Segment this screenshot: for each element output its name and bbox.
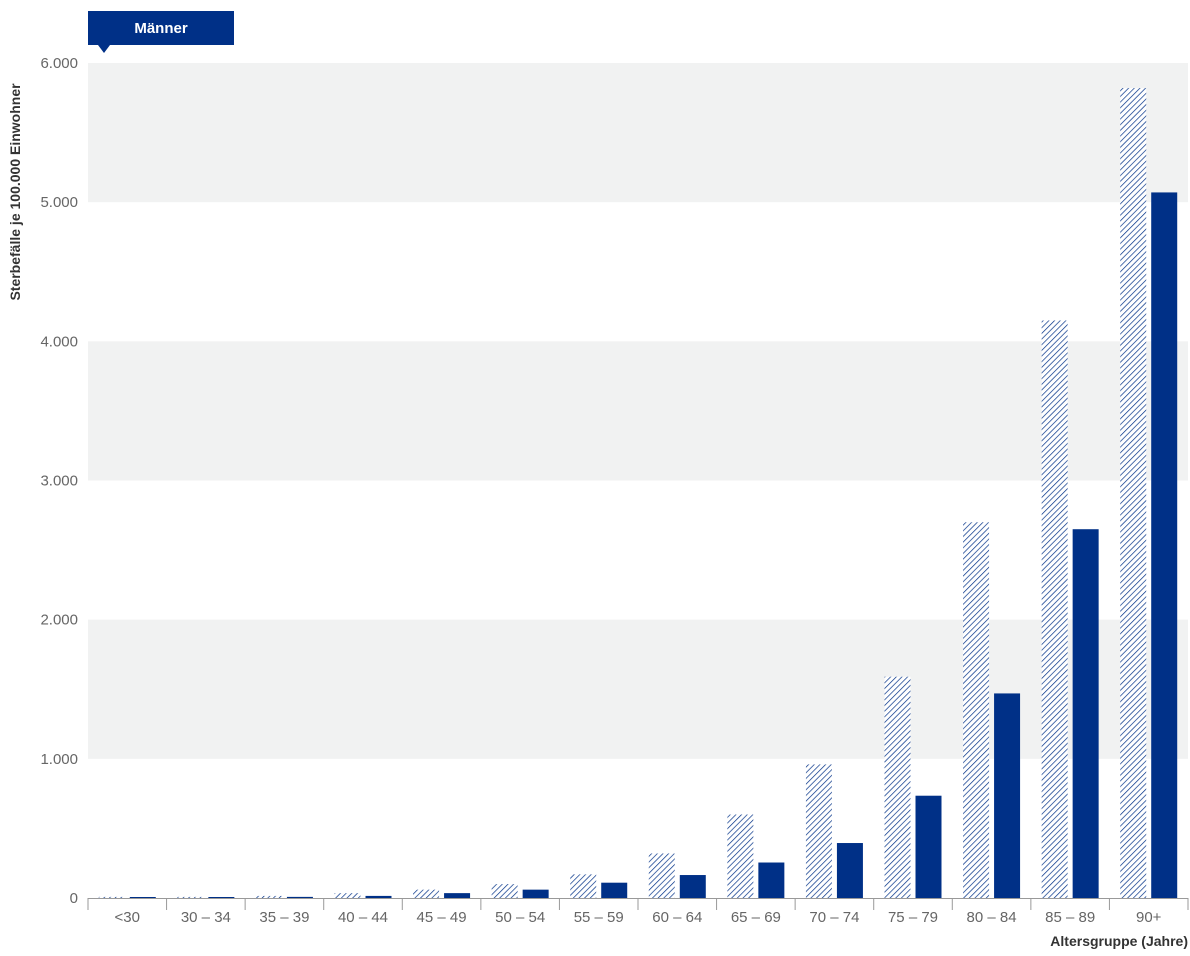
bar-solid [601, 882, 628, 898]
bar-hatched [963, 522, 990, 898]
bar-solid [1072, 529, 1099, 898]
tab-shape [88, 11, 234, 53]
bars [98, 88, 1178, 899]
bar-hatched [648, 853, 675, 898]
x-tick-label: 50 – 54 [495, 909, 545, 926]
bar-solid [286, 896, 313, 898]
bar-hatched [413, 889, 440, 898]
bar-hatched [727, 814, 754, 898]
x-tick-label: 40 – 44 [338, 909, 388, 926]
bar-solid [365, 895, 392, 898]
grid-bands [88, 63, 1188, 759]
x-tick-label: 75 – 79 [888, 909, 938, 926]
bar-solid [915, 795, 942, 898]
bar-hatched [884, 676, 911, 898]
y-tick-label: 5.000 [40, 194, 78, 211]
bar-solid [208, 897, 235, 898]
bar-hatched [570, 874, 597, 898]
bar-solid [836, 843, 863, 898]
y-tick-label: 0 [70, 890, 78, 907]
x-tick-label: 30 – 34 [181, 909, 231, 926]
bar-hatched [1041, 320, 1068, 898]
x-tick-label: 85 – 89 [1045, 909, 1095, 926]
bar-hatched [491, 884, 518, 898]
x-tick-label: <30 [115, 909, 140, 926]
bar-hatched [1120, 88, 1147, 899]
tab-maenner[interactable]: Männer [88, 11, 234, 53]
x-tick-label: 70 – 74 [809, 909, 859, 926]
y-tick-label: 3.000 [40, 473, 78, 490]
x-tick-label: 55 – 59 [574, 909, 624, 926]
x-tick-label: 80 – 84 [967, 909, 1017, 926]
y-tick-label: 6.000 [40, 55, 78, 72]
grid-band [88, 341, 1188, 481]
y-tick-label: 2.000 [40, 612, 78, 629]
y-tick-label: 1.000 [40, 751, 78, 768]
x-tick-label: 35 – 39 [259, 909, 309, 926]
bar-solid [1151, 192, 1178, 899]
bar-hatched [98, 896, 125, 898]
bar-solid [994, 693, 1021, 898]
bar-hatched [255, 895, 282, 898]
grid-band [88, 619, 1188, 759]
tab-label: Männer [134, 20, 188, 37]
x-axis-title: Altersgruppe (Jahre) [1050, 933, 1188, 949]
grid-band [88, 63, 1188, 203]
bar-solid [679, 875, 706, 898]
bar-solid [129, 897, 156, 898]
x-tick-label: 45 – 49 [417, 909, 467, 926]
x-tick-label: 90+ [1136, 909, 1162, 926]
y-axis: 0 1.000 2.000 3.000 4.000 5.000 6.000 [40, 55, 78, 907]
bar-solid [522, 889, 549, 898]
x-tick-label: 65 – 69 [731, 909, 781, 926]
y-axis-title: Sterbefälle je 100.000 Einwohner [7, 83, 23, 301]
x-tick-label: 60 – 64 [652, 909, 702, 926]
bar-hatched [805, 764, 832, 898]
bar-hatched [177, 896, 204, 898]
x-axis: <30 30 – 34 35 – 39 40 – 44 45 – 49 50 – 54 55… [87, 898, 1189, 926]
bar-solid [758, 862, 785, 898]
bar-solid [444, 893, 471, 898]
bar-hatched [334, 893, 361, 898]
y-tick-label: 4.000 [40, 333, 78, 350]
